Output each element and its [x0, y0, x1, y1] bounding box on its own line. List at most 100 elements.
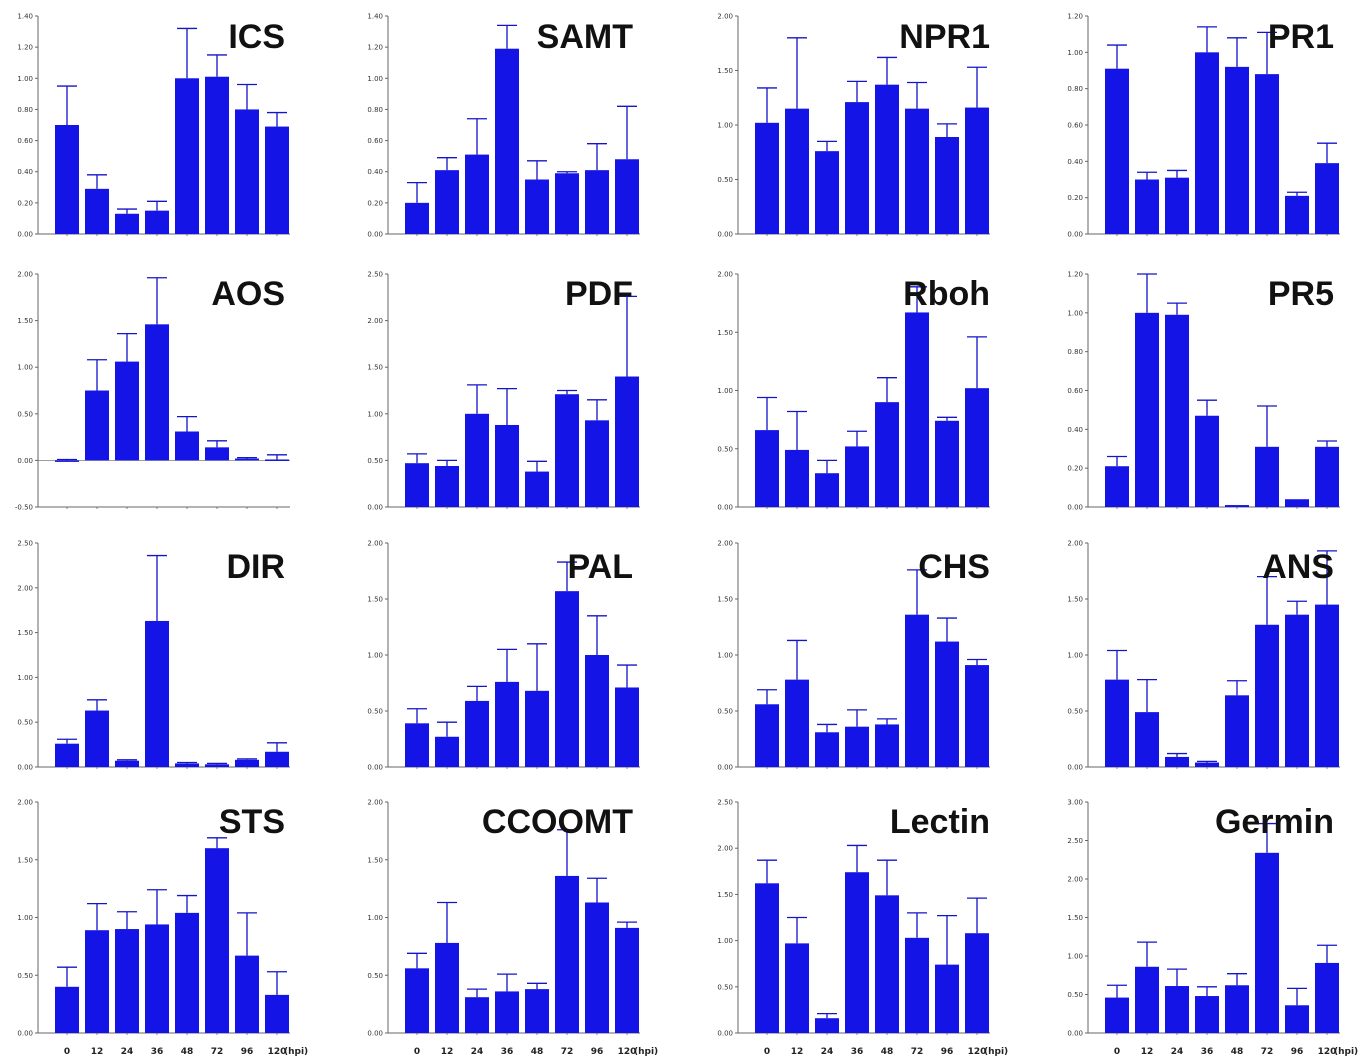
bar-pr1-0 [1105, 68, 1129, 234]
bar-samt-12 [435, 170, 459, 234]
chart-title: AOS [211, 275, 285, 313]
y-tick-label: 2.50 [1067, 837, 1083, 845]
bar-rboh-36 [845, 446, 869, 507]
bar-pr1-24 [1165, 177, 1189, 234]
bar-aos-12 [85, 390, 109, 461]
x-tick-label: 48 [181, 1047, 194, 1057]
bar-ics-72 [205, 76, 229, 234]
chart-title: PR5 [1268, 275, 1334, 313]
bar-ics-24 [115, 213, 139, 234]
bar-dir-96 [235, 759, 259, 767]
y-tick-label: 0.40 [1067, 426, 1083, 434]
bar-rboh-12 [785, 449, 809, 507]
chart-pal: 0.00 0.50 1.00 1.50 2.00 PAL [367, 540, 640, 772]
bar-dir-12 [85, 710, 109, 767]
y-tick-label: 0.00 [1067, 504, 1083, 512]
y-tick-label: 2.00 [1067, 540, 1083, 548]
chart-pdf: 0.00 0.50 1.00 1.50 2.00 2.50 PDF [367, 271, 640, 512]
bar-npr1-0 [755, 122, 779, 234]
y-tick-label: 1.00 [717, 937, 733, 945]
bar-pr1-12 [1135, 179, 1159, 234]
bar-samt-36 [495, 48, 519, 235]
chart-title: Lectin [890, 803, 990, 841]
x-tick-label: 24 [471, 1047, 484, 1057]
y-tick-label: 2.00 [17, 799, 33, 807]
y-tick-label: 0.00 [17, 764, 33, 772]
x-tick-label: 36 [151, 1047, 164, 1057]
bar-sts-0 [55, 986, 79, 1033]
y-tick-label: 2.00 [717, 13, 733, 21]
bar-lectin-12 [785, 943, 809, 1033]
y-tick-label: 0.50 [1067, 991, 1083, 999]
bar-chs-36 [845, 726, 869, 767]
x-tick-label: 12 [1141, 1047, 1154, 1057]
bar-pdf-12 [435, 465, 459, 507]
y-tick-label: 1.50 [367, 364, 383, 372]
chart-title: Rboh [903, 275, 990, 313]
y-tick-label: 0.60 [367, 137, 383, 145]
y-tick-label: 0.80 [1067, 85, 1083, 93]
bar-pr5-24 [1165, 314, 1189, 507]
y-tick-label: 0.20 [1067, 465, 1083, 473]
bar-pr5-36 [1195, 415, 1219, 507]
y-tick-label: 2.50 [717, 799, 733, 807]
x-tick-label: 36 [501, 1047, 514, 1057]
bar-pdf-36 [495, 424, 519, 507]
bar-ics-96 [235, 109, 259, 234]
x-unit-label: (hpi) [984, 1047, 1008, 1057]
chart-sts: 0.00 0.50 1.00 1.50 2.00 0 12 24 36 48 72 96 120(hpi… [17, 799, 308, 1058]
bar-chs-0 [755, 704, 779, 767]
y-tick-label: 0.00 [17, 457, 33, 465]
bar-germin-12 [1135, 966, 1159, 1033]
chart-ans: 0.00 0.50 1.00 1.50 2.00 ANS [1067, 540, 1340, 772]
y-tick-label: 1.40 [367, 13, 383, 21]
y-tick-label: 0.50 [1067, 708, 1083, 716]
bar-pdf-120 [615, 376, 639, 507]
bar-npr1-12 [785, 108, 809, 234]
y-tick-label: 1.00 [1067, 309, 1083, 317]
y-tick-label: 1.50 [717, 67, 733, 75]
x-tick-label: 96 [1291, 1047, 1304, 1057]
bar-rboh-120 [965, 388, 989, 507]
y-tick-label: 0.00 [367, 764, 383, 772]
bar-rboh-72 [905, 312, 929, 507]
bar-aos-120 [265, 459, 289, 461]
y-tick-label: -0.50 [15, 504, 33, 512]
x-tick-label: 12 [441, 1047, 454, 1057]
y-tick-label: 1.00 [17, 914, 33, 922]
y-tick-label: 0.50 [717, 445, 733, 453]
bar-sts-72 [205, 848, 229, 1033]
bar-pal-96 [585, 655, 609, 767]
y-tick-label: 1.50 [717, 891, 733, 899]
x-tick-label: 24 [1171, 1047, 1184, 1057]
bar-pr1-48 [1225, 66, 1249, 234]
x-tick-label: 96 [591, 1047, 604, 1057]
y-tick-label: 0.20 [17, 199, 33, 207]
y-tick-label: 1.50 [717, 329, 733, 337]
y-tick-label: 2.50 [367, 271, 383, 279]
x-unit-label: (hpi) [1334, 1047, 1358, 1057]
y-tick-label: 1.50 [17, 856, 33, 864]
y-tick-label: 0.80 [1067, 348, 1083, 356]
y-tick-label: 0.80 [17, 106, 33, 114]
y-tick-label: 0.50 [17, 410, 33, 418]
bar-germin-0 [1105, 997, 1129, 1033]
bar-chs-12 [785, 679, 809, 767]
x-unit-label: (hpi) [634, 1047, 658, 1057]
x-tick-label: 0 [764, 1047, 770, 1057]
chart-title: DIR [226, 548, 285, 586]
bar-pdf-24 [465, 413, 489, 507]
y-tick-label: 1.00 [367, 652, 383, 660]
bar-lectin-36 [845, 872, 869, 1033]
bar-pr5-96 [1285, 499, 1309, 507]
x-tick-label: 72 [561, 1047, 574, 1057]
bar-sts-24 [115, 929, 139, 1033]
bar-aos-24 [115, 361, 139, 461]
x-tick-label: 24 [121, 1047, 134, 1057]
chart-title: Germin [1215, 803, 1334, 841]
bar-pr5-48 [1225, 505, 1249, 507]
x-tick-label: 48 [1231, 1047, 1244, 1057]
bar-pal-72 [555, 591, 579, 767]
bar-pdf-0 [405, 463, 429, 507]
